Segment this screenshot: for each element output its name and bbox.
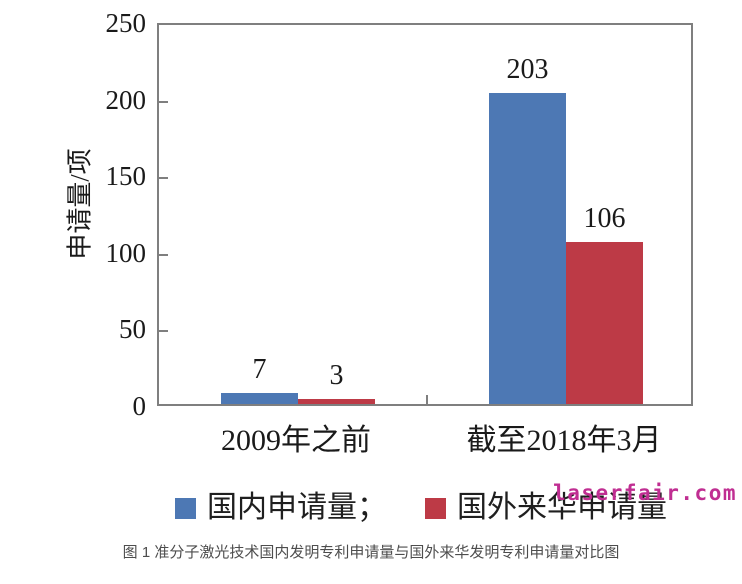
bar-value-label: 3 (329, 360, 344, 392)
y-tick-label: 200 (105, 84, 147, 115)
legend-swatch (425, 497, 446, 519)
bar-value-label: 106 (583, 202, 626, 234)
x-category-label: 2009年之前 (221, 424, 371, 457)
watermark-text: laserfair.com (553, 481, 737, 505)
bar-series2-cat2 (566, 241, 643, 404)
x-tick-mark (426, 395, 428, 404)
y-tick-mark (159, 253, 168, 256)
y-tick-label: 50 (119, 314, 146, 345)
y-tick-mark (159, 177, 168, 180)
chart-legend: 国内申请量； 国外来华申请量 (50, 493, 742, 523)
figure-caption: 图 1 准分子激光技术国内发明专利申请量与国外来华发明专利申请量对比图 (122, 544, 620, 561)
bar-series1-cat1 (221, 393, 298, 404)
legend-label: 国内申请量； (207, 491, 387, 524)
y-tick-label: 0 (132, 391, 147, 421)
y-tick-mark (159, 330, 168, 333)
x-category-label: 截至2018年3月 (466, 424, 662, 457)
bar-series2-cat1 (298, 399, 375, 404)
bar-value-label: 7 (252, 354, 267, 386)
legend-item: 国外来华申请量 (425, 493, 667, 523)
bar-value-label: 203 (506, 54, 549, 86)
legend-label: 国外来华申请量 (457, 491, 667, 524)
y-tick-label: 250 (105, 8, 147, 38)
y-tick-label: 150 (105, 161, 147, 192)
legend-swatch (175, 497, 196, 519)
plot-area: 7 3 203 106 (157, 23, 693, 406)
legend-item: 国内申请量； (175, 493, 387, 523)
y-tick-mark (159, 100, 168, 103)
y-tick-label: 100 (105, 237, 147, 268)
bar-series1-cat2 (489, 93, 566, 404)
